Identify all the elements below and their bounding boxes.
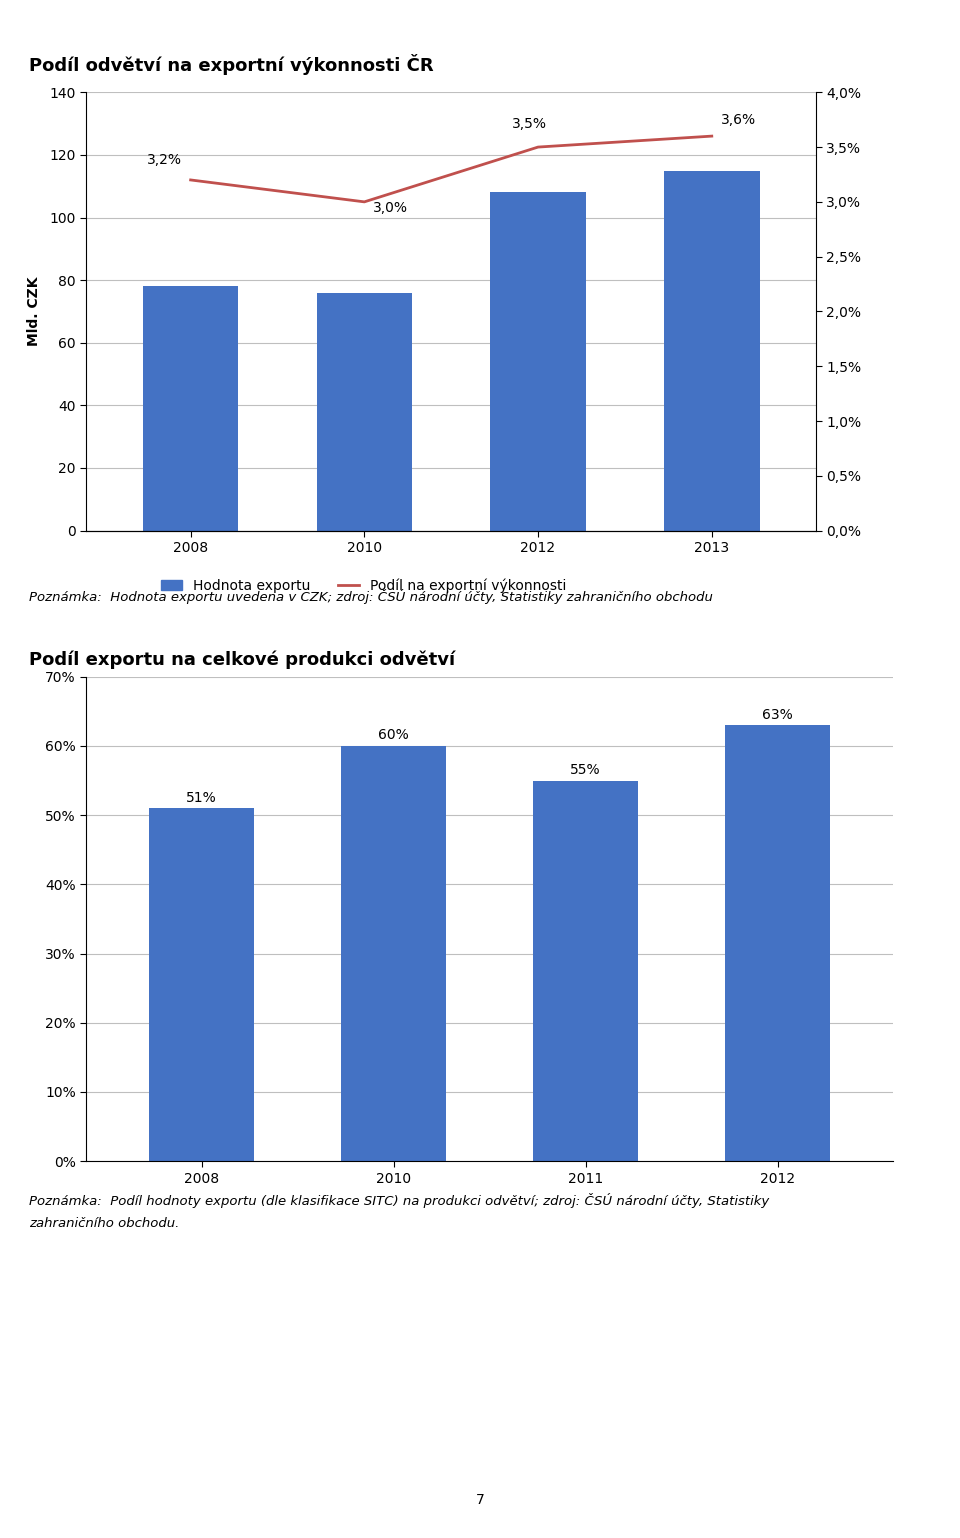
- Bar: [725, 724, 830, 1161]
- Bar: [149, 809, 254, 1161]
- Text: zahraničního obchodu.: zahraničního obchodu.: [29, 1217, 180, 1229]
- Text: Podíl odvětví na exportní výkonnosti ČR: Podíl odvětví na exportní výkonnosti ČR: [29, 54, 433, 75]
- Bar: [341, 746, 446, 1161]
- Text: 3,5%: 3,5%: [512, 117, 547, 131]
- Text: 60%: 60%: [378, 729, 409, 743]
- Text: 7: 7: [475, 1492, 485, 1507]
- Text: 51%: 51%: [186, 791, 217, 804]
- Bar: [533, 780, 638, 1161]
- Text: 3,2%: 3,2%: [147, 152, 182, 166]
- Y-axis label: Mld. CZK: Mld. CZK: [27, 277, 41, 346]
- Text: 55%: 55%: [570, 763, 601, 777]
- Text: 63%: 63%: [762, 707, 793, 721]
- Text: 3,0%: 3,0%: [373, 201, 408, 215]
- Legend: Hodnota exportu, Podíl na exportní výkonnosti: Hodnota exportu, Podíl na exportní výkon…: [156, 572, 572, 598]
- Bar: [317, 292, 412, 531]
- Text: Poznámka:  Podíl hodnoty exportu (dle klasifikace SITC) na produkci odvětví; zdr: Poznámka: Podíl hodnoty exportu (dle kla…: [29, 1193, 769, 1209]
- Bar: [143, 286, 238, 531]
- Text: 3,6%: 3,6%: [720, 114, 756, 128]
- Bar: [664, 171, 759, 531]
- Text: Podíl exportu na celkové produkci odvětví: Podíl exportu na celkové produkci odvětv…: [29, 651, 455, 669]
- Bar: [491, 192, 586, 531]
- Text: Poznámka:  Hodnota exportu uvedena v CZK; zdroj: ČSÚ národní účty, Statistiky za: Poznámka: Hodnota exportu uvedena v CZK;…: [29, 589, 712, 604]
